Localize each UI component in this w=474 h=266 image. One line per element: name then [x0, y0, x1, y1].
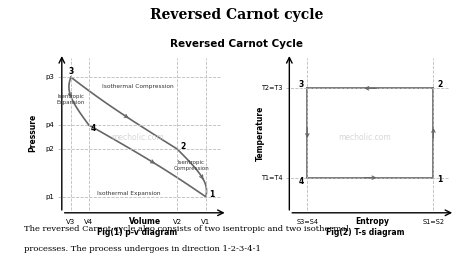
- Text: S3=S4: S3=S4: [296, 219, 319, 225]
- Text: 2: 2: [181, 142, 186, 151]
- Text: Isentropic
Expansion: Isentropic Expansion: [56, 94, 85, 105]
- Text: processes. The process undergoes in direction 1-2-3-4-1: processes. The process undergoes in dire…: [24, 245, 261, 253]
- Text: Isothermal Expansion: Isothermal Expansion: [97, 191, 160, 196]
- Text: Volume: Volume: [128, 217, 161, 226]
- Text: Reversed Carnot cycle: Reversed Carnot cycle: [150, 8, 324, 22]
- Text: V4: V4: [84, 219, 93, 225]
- Text: 2: 2: [437, 80, 442, 89]
- Text: S1=S2: S1=S2: [422, 219, 445, 225]
- Text: Pressure: Pressure: [28, 114, 37, 152]
- Text: p2: p2: [46, 146, 55, 152]
- Text: V2: V2: [173, 219, 182, 225]
- Text: 3: 3: [69, 67, 74, 76]
- Text: Reversed Carnot Cycle: Reversed Carnot Cycle: [171, 39, 303, 49]
- Text: 4: 4: [91, 124, 96, 134]
- Text: V3: V3: [66, 219, 75, 225]
- Text: T2=T3: T2=T3: [261, 85, 282, 91]
- Text: Fig(2) T-s diagram: Fig(2) T-s diagram: [326, 228, 404, 237]
- Text: Isentropic
Compression: Isentropic Compression: [173, 160, 210, 171]
- Text: Entropy: Entropy: [355, 217, 389, 226]
- Text: mecholic.com: mecholic.com: [111, 133, 164, 142]
- Text: 4: 4: [299, 177, 304, 186]
- Text: V1: V1: [201, 219, 210, 225]
- Text: mecholic.com: mecholic.com: [338, 133, 392, 142]
- Text: Fig(1) p-v diagram: Fig(1) p-v diagram: [97, 228, 178, 237]
- Text: p3: p3: [46, 74, 55, 80]
- Text: 1: 1: [210, 190, 215, 199]
- Text: Temperature: Temperature: [256, 105, 265, 161]
- Text: T1=T4: T1=T4: [261, 175, 282, 181]
- Text: 1: 1: [437, 176, 442, 185]
- Text: p1: p1: [46, 194, 55, 200]
- Text: p4: p4: [46, 122, 55, 128]
- Text: 3: 3: [299, 80, 304, 89]
- Text: Isothermal Compression: Isothermal Compression: [101, 84, 173, 89]
- Text: The reversed Carnot cycle also consists of two isentropic and two isothermal: The reversed Carnot cycle also consists …: [24, 225, 348, 233]
